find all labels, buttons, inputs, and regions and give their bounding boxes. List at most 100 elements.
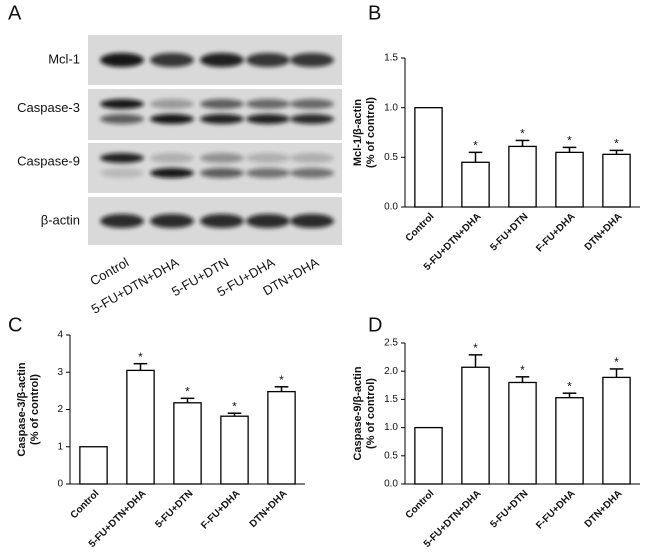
x-tick-label: 5-FU+DTN xyxy=(488,488,530,530)
x-tick-label: DTN+DHA xyxy=(248,488,290,530)
blot-band xyxy=(200,114,244,124)
bar xyxy=(414,426,443,485)
blot-band xyxy=(100,99,144,109)
y-tick-label: 2.5 xyxy=(384,338,398,349)
blot-band xyxy=(290,214,334,228)
blot-band xyxy=(100,214,144,228)
significance-mark: * xyxy=(567,379,572,393)
western-blot: AMcl-1Caspase-3Caspase-9β-actinControl5-… xyxy=(8,2,342,317)
blot-band xyxy=(246,168,290,178)
blot-band xyxy=(150,168,194,178)
bar xyxy=(461,161,490,208)
y-tick-label: 1.0 xyxy=(384,102,398,113)
bar xyxy=(461,366,490,485)
x-tick-label: F-FU+DHA xyxy=(534,488,577,531)
x-tick-label: DTN+DHA xyxy=(583,488,625,530)
y-tick-label: 1.5 xyxy=(384,53,398,64)
y-tick-label: 4 xyxy=(57,330,63,341)
y-tick-label: 0.5 xyxy=(384,152,398,163)
significance-mark: * xyxy=(138,350,143,364)
blot-band xyxy=(150,153,194,163)
significance-mark: * xyxy=(279,373,284,387)
bar xyxy=(602,376,631,485)
blot-band xyxy=(200,53,244,67)
significance-mark: * xyxy=(614,137,619,151)
blot-band xyxy=(246,53,290,67)
blot-lane-label: 5-FU+DTN+DHA xyxy=(89,254,182,316)
y-tick-label: 1 xyxy=(57,441,63,452)
blot-band xyxy=(100,53,144,67)
y-axis-label: Caspase-3/β-actin xyxy=(16,362,28,456)
x-tick-label: F-FU+DHA xyxy=(534,211,577,254)
significance-mark: * xyxy=(185,384,190,398)
blot-band xyxy=(100,114,144,124)
y-axis-label: (% of control) xyxy=(365,97,377,168)
blot-row-label: β-actin xyxy=(41,212,80,227)
bar xyxy=(173,402,202,485)
bar xyxy=(79,446,108,485)
blot-row-label: Mcl-1 xyxy=(48,51,80,66)
blot-band xyxy=(150,214,194,228)
blot-band xyxy=(290,99,334,109)
significance-mark: * xyxy=(520,363,525,377)
blot-band xyxy=(246,99,290,109)
blot-band xyxy=(246,114,290,124)
panel-label: D xyxy=(368,314,382,336)
blot-band xyxy=(290,114,334,124)
y-axis-label: (% of control) xyxy=(365,378,377,449)
blot-band xyxy=(200,168,244,178)
blot-band xyxy=(290,153,334,163)
bar xyxy=(555,151,584,208)
x-tick-label: F-FU+DHA xyxy=(199,488,242,531)
blot-band xyxy=(290,53,334,67)
x-tick-label: Control xyxy=(404,488,437,521)
bar xyxy=(602,153,631,208)
significance-mark: * xyxy=(520,127,525,141)
y-tick-label: 0.0 xyxy=(384,202,398,213)
y-tick-label: 2.0 xyxy=(384,366,398,377)
significance-mark: * xyxy=(473,139,478,153)
significance-mark: * xyxy=(614,355,619,369)
blot-band xyxy=(290,168,334,178)
blot-band xyxy=(100,153,144,163)
significance-mark: * xyxy=(473,341,478,355)
y-tick-label: 0.5 xyxy=(384,450,398,461)
y-axis-label: Caspase-9/β-actin xyxy=(352,366,364,460)
blot-band xyxy=(246,214,290,228)
y-tick-label: 2 xyxy=(57,404,63,415)
blot-row-label: Caspase-9 xyxy=(17,153,80,168)
blot-band xyxy=(100,168,144,178)
y-tick-label: 3 xyxy=(57,367,63,378)
blot-band xyxy=(150,53,194,67)
blot-band xyxy=(200,214,244,228)
blot-band xyxy=(246,153,290,163)
blot-band xyxy=(200,99,244,109)
x-tick-label: Control xyxy=(69,488,102,521)
y-tick-label: 1.0 xyxy=(384,422,398,433)
y-tick-label: 0.0 xyxy=(384,479,398,490)
panel-label: C xyxy=(8,314,22,336)
x-tick-label: 5-FU+DTN xyxy=(488,211,530,253)
bar xyxy=(508,145,537,208)
x-tick-label: 5-FU+DTN xyxy=(153,488,195,530)
significance-mark: * xyxy=(232,399,237,413)
significance-mark: * xyxy=(567,134,572,148)
y-axis-label: (% of control) xyxy=(29,374,41,445)
x-tick-label: DTN+DHA xyxy=(583,211,625,253)
bar xyxy=(555,397,584,485)
bar xyxy=(508,381,537,485)
y-tick-label: 1.5 xyxy=(384,394,398,405)
y-axis-label: Mcl-1/β-actin xyxy=(352,99,364,167)
bar xyxy=(414,107,443,208)
panel-label: A xyxy=(8,2,22,24)
bar xyxy=(220,415,249,485)
blot-row-label: Caspase-3 xyxy=(17,100,80,115)
x-tick-label: Control xyxy=(404,211,437,244)
blot-strip xyxy=(88,143,342,193)
panel-label: B xyxy=(368,2,381,24)
blot-band xyxy=(150,114,194,124)
blot-band xyxy=(200,153,244,163)
blot-band xyxy=(150,99,194,109)
bar xyxy=(267,390,296,485)
